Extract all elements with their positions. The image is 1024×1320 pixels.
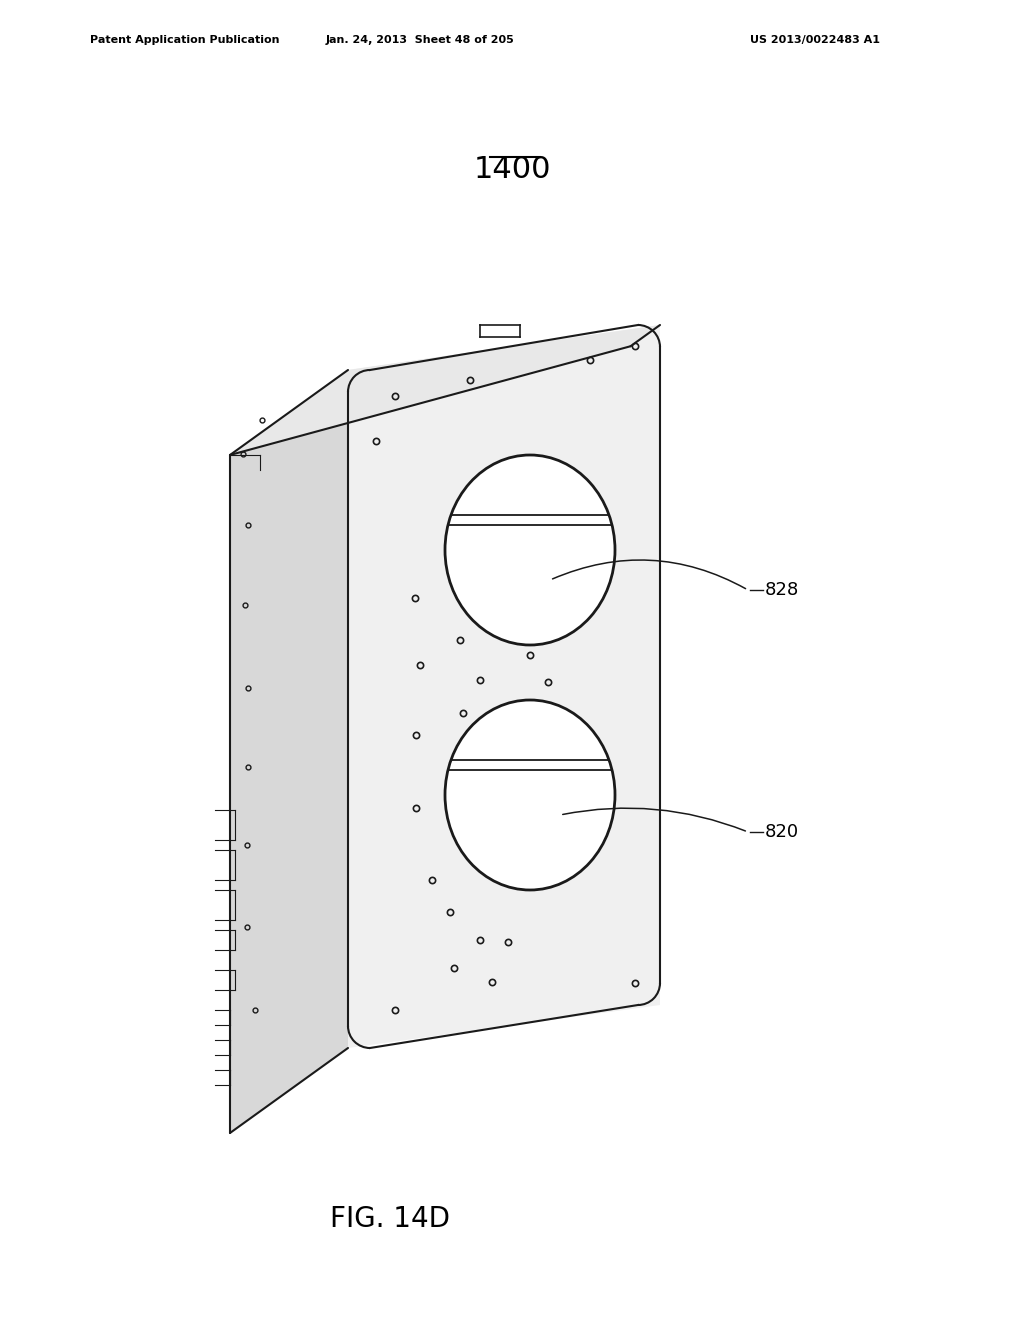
FancyArrowPatch shape (563, 808, 745, 832)
Polygon shape (230, 325, 660, 455)
Text: Patent Application Publication: Patent Application Publication (90, 36, 280, 45)
Text: Jan. 24, 2013  Sheet 48 of 205: Jan. 24, 2013 Sheet 48 of 205 (326, 36, 514, 45)
Text: 828: 828 (765, 581, 800, 599)
Polygon shape (348, 325, 660, 1048)
Ellipse shape (445, 455, 615, 645)
Text: US 2013/0022483 A1: US 2013/0022483 A1 (750, 36, 880, 45)
FancyArrowPatch shape (553, 560, 745, 589)
Ellipse shape (445, 700, 615, 890)
Text: 1400: 1400 (473, 154, 551, 183)
Text: 820: 820 (765, 822, 799, 841)
Text: FIG. 14D: FIG. 14D (330, 1205, 450, 1233)
Polygon shape (230, 370, 348, 1133)
